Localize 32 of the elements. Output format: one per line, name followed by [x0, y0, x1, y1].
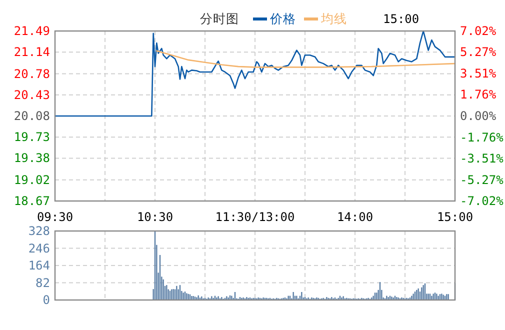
y2-tick-label: -1.76%	[460, 130, 504, 144]
y2-tick-label: 5.27%	[460, 45, 497, 60]
y2-tick-label: -3.51%	[460, 152, 504, 166]
y-tick-label: 246	[28, 241, 50, 256]
x-tick-label: 10:30	[136, 210, 174, 224]
x-tick-label: 14:00	[336, 210, 374, 224]
x-tick-label: 09:30	[36, 210, 74, 224]
y2-tick-label: -5.27%	[460, 172, 504, 187]
y2-tick-label: -7.02%	[460, 194, 504, 208]
y2-tick-label: 3.51%	[460, 66, 497, 80]
y-tick-label: 328	[28, 224, 50, 238]
chart-title: 分时图	[200, 11, 239, 26]
y-tick-label: 0	[42, 293, 50, 307]
x-tick-label: 15:00	[436, 210, 474, 224]
y-tick-label: 164	[28, 258, 50, 272]
legend-label: 均线	[320, 11, 347, 26]
y-tick-label: 19.73	[14, 130, 50, 144]
legend-label: 价格	[269, 11, 296, 26]
y-tick-label: 21.49	[14, 24, 50, 38]
y-tick-label: 18.67	[14, 194, 50, 208]
y2-tick-label: 7.02%	[460, 24, 497, 38]
y-tick-label: 20.08	[14, 109, 50, 123]
y-tick-label: 20.78	[14, 66, 50, 81]
y-tick-label: 19.38	[14, 151, 50, 166]
y-tick-label: 82	[36, 276, 50, 290]
y-tick-label: 20.43	[14, 88, 50, 102]
x-tick-label: 11:30/13:00	[215, 210, 295, 224]
y2-tick-label: 0.00%	[460, 109, 497, 123]
y-tick-label: 21.14	[14, 45, 50, 60]
y2-tick-label: 1.76%	[460, 88, 497, 102]
text: 15:00	[383, 12, 420, 26]
y-tick-label: 19.02	[14, 172, 50, 187]
